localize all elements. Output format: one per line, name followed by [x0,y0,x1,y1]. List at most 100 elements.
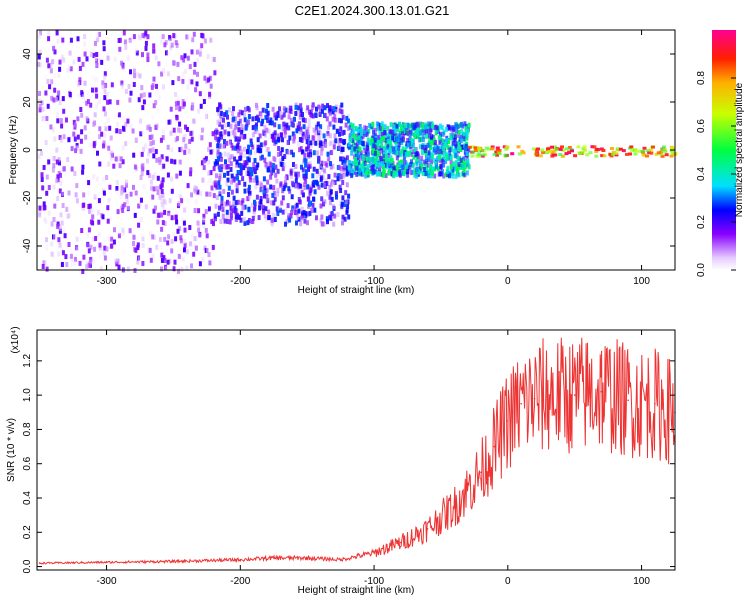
spectrogram-cell [38,91,41,96]
spectrogram-cell [418,137,422,143]
spectrogram-cell [417,125,421,131]
spectrogram-cell [181,256,185,262]
spectrogram-cell [415,173,419,179]
snr-data-point [105,561,108,564]
snr-data-point [373,552,375,554]
spectrogram-cell [234,122,238,127]
spectrogram-cell [97,31,101,37]
spectrogram-cell [308,109,311,115]
spectrogram-cell [380,124,384,130]
spectrogram-cell [285,122,289,128]
snr-data-point [306,557,309,559]
spectrogram-cell [387,161,390,167]
spectrogram-cell [289,117,293,123]
spectrogram-cell [451,140,455,146]
spectrogram-cell [189,252,193,258]
spectrogram-cell [58,160,61,166]
spectrogram-cell [325,216,329,222]
spectrogram-cell [222,144,226,150]
spectrogram-cell [57,90,61,96]
spectrogram-cell [163,199,167,205]
spectrogram-cell [266,179,270,185]
spectrogram-cell [126,206,130,212]
spectrogram-cell [651,145,655,149]
spectrogram-cell [323,183,327,188]
spectrogram-cell [151,174,155,180]
spectrogram-cell [442,162,446,168]
spectrogram-cell [259,199,263,205]
spectrogram-cell [314,112,318,118]
spectrogram-cell [291,181,294,186]
spectrogram-cell [156,175,160,181]
spectrogram-cell [180,146,184,152]
spectrogram-cell [83,51,87,57]
spectrogram-cell [157,95,161,101]
spectrogram-cell [462,136,466,141]
spectrogram-cell [255,194,259,200]
spectrogram-cell [98,126,102,132]
spectrogram-cell [136,72,140,78]
spectrogram-cell [144,204,148,210]
spectrogram-cell [421,144,424,150]
spectrogram-cell [477,154,482,158]
spectrogram-cell [176,135,180,141]
spectrogram-cell [132,184,135,190]
spectrogram-cell [184,133,188,139]
spectrogram-cell [266,198,270,204]
spectrogram-cell [58,226,62,231]
spectrogram-cell [339,138,343,144]
spectrogram-cell [312,179,316,185]
spectrogram-cell [256,114,260,120]
spectrogram-cell [471,150,476,154]
spectrogram-cell [319,105,323,111]
spectrogram-cell [139,175,143,180]
spectrogram-cell [60,247,64,253]
spectrogram-cell [436,166,440,172]
spectrogram-cell [62,108,66,114]
spectrogram-cell [42,201,46,207]
spectrogram-cell [245,149,249,155]
spectrogram-cell [157,61,161,67]
spectrogram-cell [520,149,525,153]
spectrogram-cell [279,111,282,117]
spectrogram-cell [198,232,202,238]
spectrogram-cell [460,144,464,150]
spectrogram-cell [51,59,55,65]
spectrogram-cell [151,115,155,121]
spectrogram-cell [214,216,217,222]
spectrogram-cell [282,112,286,118]
spectrogram-cell [286,140,290,146]
spectrogram-cell [272,136,276,142]
spectrogram-cell [177,76,181,82]
spectrogram-cell [397,142,401,148]
spectrogram-cell [397,152,401,158]
spectrogram-cell [79,217,83,223]
spectrogram-cell [318,128,321,134]
spectrogram-cell [266,118,270,123]
spectrogram-cell [415,121,419,127]
spectrogram-cell [581,147,586,151]
spectrogram-cell [338,144,342,150]
spectrogram-cell [302,135,306,141]
spectrogram-cell [410,122,414,128]
snr-panel: -300 -200 -100 0 100 0.00.20.40.60.81.01.2 H… [6,326,676,596]
spectrogram-cell [119,194,123,200]
spectrogram-cell [148,134,152,140]
spectrogram-cell [156,219,160,225]
spectrogram-cell [59,212,63,218]
spectrogram-cell [223,139,226,144]
spectrogram-cell [263,157,267,163]
spectrogram-cell [120,80,124,86]
spectrogram-cell [388,133,392,139]
spectrogram-cell [202,165,206,171]
spectrogram-cell [47,241,51,246]
spectrogram-cell [190,244,194,250]
spectrogram-cell [188,64,192,70]
spectrogram-cell [371,121,375,127]
spectrogram-cell [250,142,254,147]
spectrogram-cell [313,189,317,195]
spectrogram-cell [98,99,101,105]
spectrogram-cell [272,167,276,173]
spectrogram-cell [448,147,452,153]
spectrogram-cell [55,147,59,153]
